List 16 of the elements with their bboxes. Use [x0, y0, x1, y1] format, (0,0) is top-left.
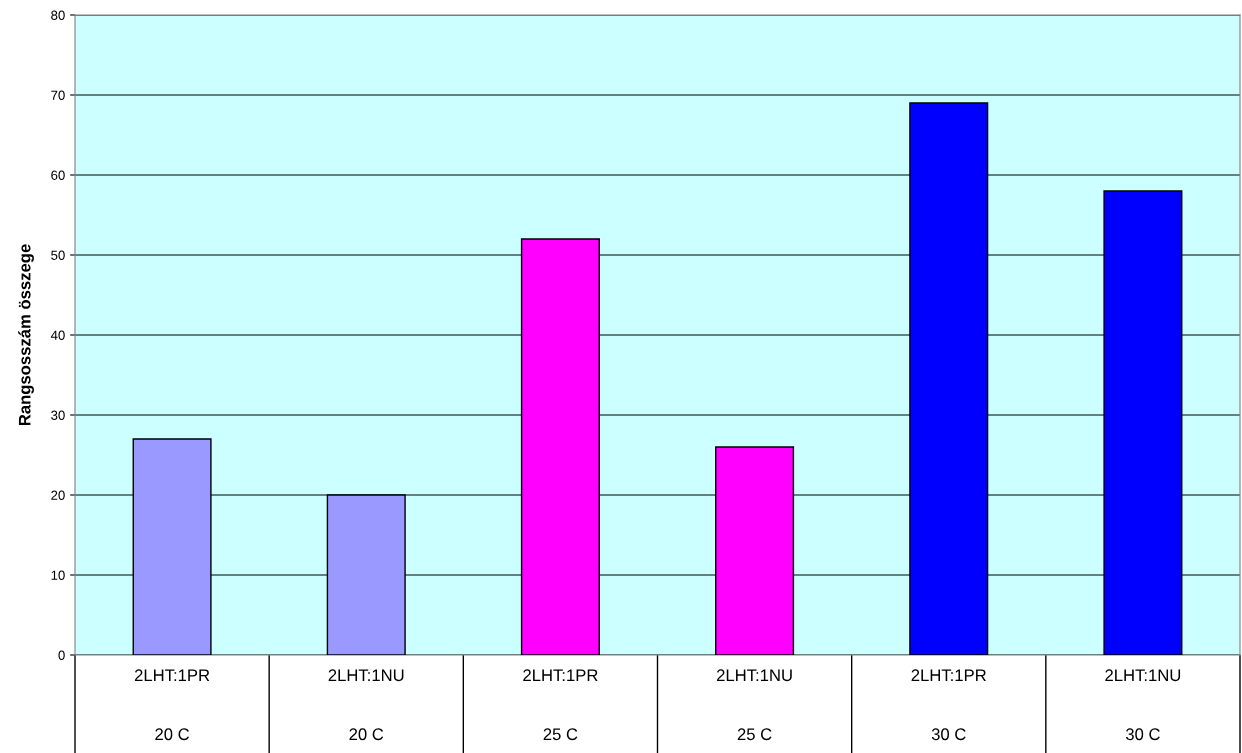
y-tick-label: 50	[51, 250, 65, 260]
y-tick-label: 0	[58, 650, 65, 660]
y-tick-label: 80	[51, 10, 65, 20]
y-tick-label: 30	[51, 410, 65, 420]
y-tick-label: 60	[51, 170, 65, 180]
category-label: 2LHT:1PR 30 C	[911, 669, 986, 741]
y-tick-label: 20	[51, 490, 65, 500]
category-label: 2LHT:1PR 25 C	[523, 669, 598, 741]
y-tick-label: 70	[51, 90, 65, 100]
category-label: 2LHT:1NU 20 C	[328, 669, 404, 741]
y-tick-label: 10	[51, 570, 65, 580]
category-label: 2LHT:1PR 20 C	[134, 669, 210, 741]
category-label: 2LHT:1NU 25 C	[716, 669, 792, 741]
y-tick-label: 40	[50, 330, 65, 340]
category-label: 2LHT:1NU 30 C	[1105, 669, 1181, 741]
y-axis-title: Rangsosszám összege	[18, 244, 34, 426]
